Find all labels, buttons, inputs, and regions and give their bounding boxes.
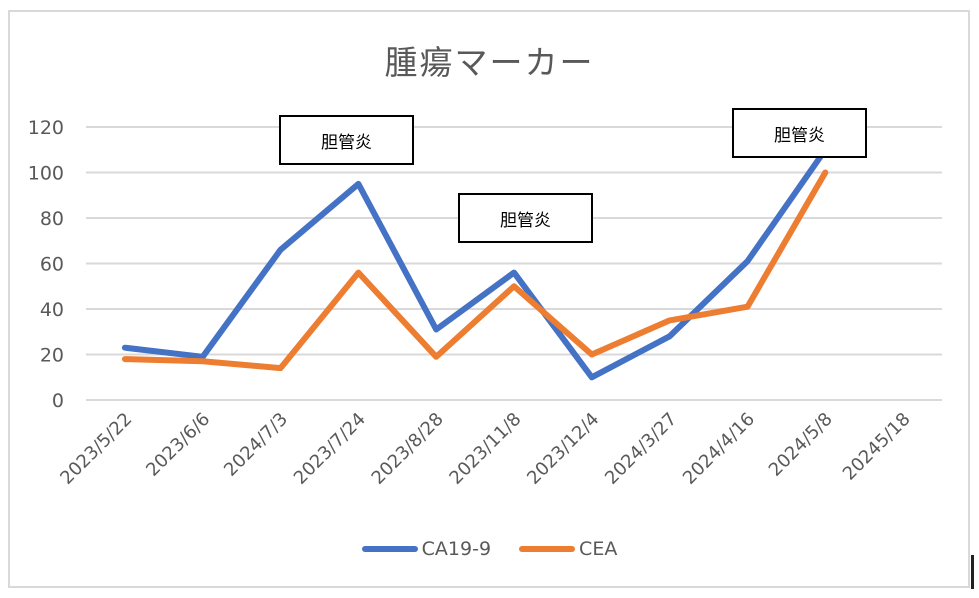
chart-title: 腫瘍マーカー — [384, 43, 595, 82]
x-tick-label: 2024/4/16 — [679, 409, 759, 489]
gridlines — [86, 126, 942, 401]
legend-label: CEA — [579, 538, 618, 560]
legend-line-icon — [519, 546, 576, 552]
x-tick-label: 2024/7/3 — [220, 409, 292, 481]
y-tick-label: 60 — [40, 254, 64, 276]
y-tick-label: 40 — [40, 299, 64, 321]
annotation-box-1: 胆管炎 — [279, 115, 414, 165]
x-tick-label: 20245/18 — [839, 409, 915, 485]
x-tick-label: 2024/5/8 — [765, 409, 837, 481]
legend-label: CA19-9 — [421, 538, 492, 560]
y-tick-label: 100 — [28, 163, 64, 185]
annotation-text: 胆管炎 — [500, 210, 551, 231]
annotation-text: 胆管炎 — [774, 125, 825, 146]
x-tick-label: 2023/12/4 — [523, 409, 603, 489]
series-line-ca19-9[interactable] — [121, 146, 829, 381]
annotation-box-3: 胆管炎 — [732, 108, 867, 158]
x-tick-label: 2023/8/28 — [368, 409, 448, 489]
x-tick-label: 2024/3/27 — [601, 409, 681, 489]
x-tick-label: 2023/6/6 — [142, 409, 214, 481]
x-tick-label: 2023/7/24 — [290, 409, 370, 489]
y-tick-label: 0 — [52, 390, 64, 412]
series-line-cea[interactable] — [121, 169, 829, 372]
annotation-box-2: 胆管炎 — [458, 193, 593, 243]
chart-frame — [8, 10, 970, 588]
x-tick-label: 2023/11/8 — [445, 409, 525, 489]
legend-line-icon — [361, 546, 418, 552]
y-tick-label: 80 — [40, 208, 64, 230]
y-axis-ticks: 0 20 40 60 80 100 120 — [28, 117, 64, 412]
x-tick-label: 2023/5/22 — [56, 409, 136, 489]
y-tick-label: 120 — [28, 117, 64, 139]
y-tick-label: 20 — [40, 345, 64, 367]
edge-marker — [971, 555, 974, 589]
x-axis-ticks: 2023/5/22 2023/6/6 2024/7/32023/7/242023/8… — [56, 409, 914, 489]
legend: CA19-9 CEA — [0, 538, 979, 560]
legend-item-cea[interactable]: CEA — [519, 538, 617, 560]
series-lines — [121, 146, 829, 381]
annotation-text: 胆管炎 — [321, 132, 372, 153]
legend-item-ca19-9[interactable]: CA19-9 — [361, 538, 492, 560]
